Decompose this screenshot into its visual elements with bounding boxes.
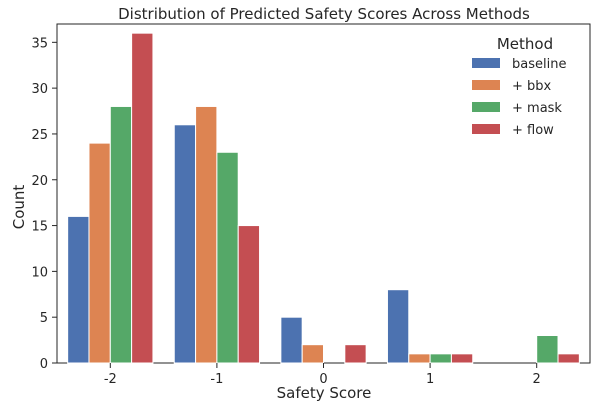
x-tick-label: 2 <box>533 372 541 387</box>
bar-mask--2 <box>109 105 133 364</box>
legend-entry: + bbx <box>512 79 552 94</box>
y-tick-label: 25 <box>31 128 48 143</box>
plot-area: 0 5 10 15 20 25 30 35 -2 -1 0 1 2 <box>31 23 591 387</box>
y-tick-label: 30 <box>31 82 48 97</box>
bar-flow-2 <box>557 353 580 364</box>
y-tick-label: 35 <box>31 36 48 51</box>
bar-bbx--2 <box>88 142 111 364</box>
bar-mask-1 <box>429 353 452 364</box>
y-tick-label: 20 <box>31 174 48 189</box>
bar-baseline--1 <box>173 124 197 364</box>
x-tick-label: -1 <box>210 372 223 387</box>
x-tick-label: -2 <box>104 372 117 387</box>
x-axis-label: Safety Score <box>277 384 372 401</box>
bar-bbx-1 <box>408 353 431 364</box>
bar-mask--1 <box>216 151 239 364</box>
legend-swatch <box>472 124 500 134</box>
bar-mask-2 <box>536 335 559 364</box>
bar-baseline--2 <box>67 215 90 364</box>
legend-swatch <box>472 58 500 68</box>
y-axis-label: Count <box>10 185 28 230</box>
y-tick-label: 10 <box>31 265 48 280</box>
legend-title: Method <box>497 35 553 53</box>
bar-bbx--1 <box>195 105 218 364</box>
bar-baseline-0 <box>280 316 303 364</box>
legend-entry: baseline <box>512 57 566 72</box>
bar-baseline-1 <box>386 289 410 364</box>
x-tick-label: 1 <box>426 372 434 387</box>
chart-title: Distribution of Predicted Safety Scores … <box>118 5 530 23</box>
legend-swatch <box>472 102 500 112</box>
y-tick-label: 0 <box>40 357 48 372</box>
bar-flow--1 <box>237 225 261 364</box>
y-tick-label: 5 <box>40 311 48 326</box>
legend-entry: + flow <box>512 123 554 138</box>
legend-swatch <box>472 80 500 90</box>
bar-flow-1 <box>450 353 474 364</box>
bar-bbx-0 <box>301 344 324 364</box>
x-tick-label: 0 <box>319 372 327 387</box>
legend-entry: + mask <box>512 101 562 116</box>
y-tick-label: 15 <box>31 220 48 235</box>
bar-flow-0 <box>344 344 367 364</box>
legend: Method baseline + bbx + mask + flow <box>472 35 566 138</box>
bar-flow--2 <box>131 32 154 364</box>
